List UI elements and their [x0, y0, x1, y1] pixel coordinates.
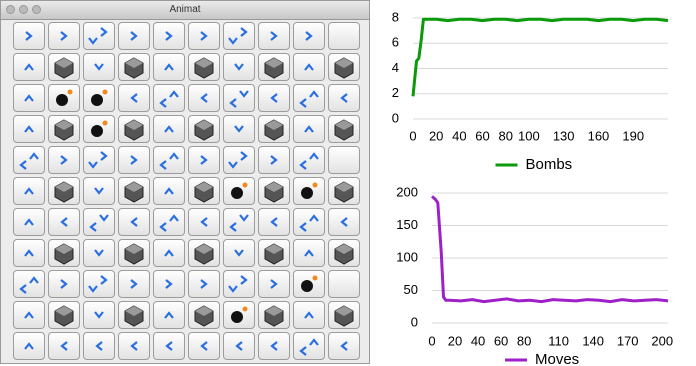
x-tick-label: 60 [494, 333, 508, 348]
y-tick-label: 2 [392, 85, 399, 100]
y-tick-label: 100 [396, 249, 418, 264]
x-tick-label: 170 [617, 333, 639, 348]
x-tick-label: 40 [471, 333, 485, 348]
legend-label: Bombs [526, 156, 573, 173]
x-tick-label: 20 [448, 333, 462, 348]
x-tick-label: 20 [429, 128, 443, 143]
series-line [432, 196, 668, 301]
x-tick-label: 0 [409, 128, 416, 143]
x-tick-label: 100 [518, 128, 540, 143]
y-tick-label: 150 [396, 217, 418, 232]
x-tick-label: 80 [498, 128, 512, 143]
y-tick-label: 0 [411, 314, 418, 329]
legend-label: Moves [535, 351, 579, 366]
x-tick-label: 0 [428, 333, 435, 348]
y-tick-label: 50 [404, 282, 418, 297]
series-line [413, 19, 668, 96]
y-tick-label: 0 [392, 110, 399, 125]
x-tick-label: 140 [582, 333, 604, 348]
x-tick-label: 110 [548, 333, 569, 348]
y-tick-label: 4 [392, 60, 399, 75]
charts: 02468020406080100130160190Bombs050100150… [0, 0, 696, 366]
x-tick-label: 160 [588, 128, 610, 143]
x-tick-label: 80 [517, 333, 531, 348]
x-tick-label: 130 [553, 128, 575, 143]
y-tick-label: 6 [392, 35, 399, 50]
y-tick-label: 200 [396, 184, 418, 199]
page: Animat 02468020406080100130160190Bombs05… [0, 0, 696, 366]
x-tick-label: 40 [452, 128, 466, 143]
x-tick-label: 190 [622, 128, 644, 143]
x-tick-label: 60 [475, 128, 489, 143]
y-tick-label: 8 [392, 9, 399, 24]
x-tick-label: 200 [651, 333, 673, 348]
